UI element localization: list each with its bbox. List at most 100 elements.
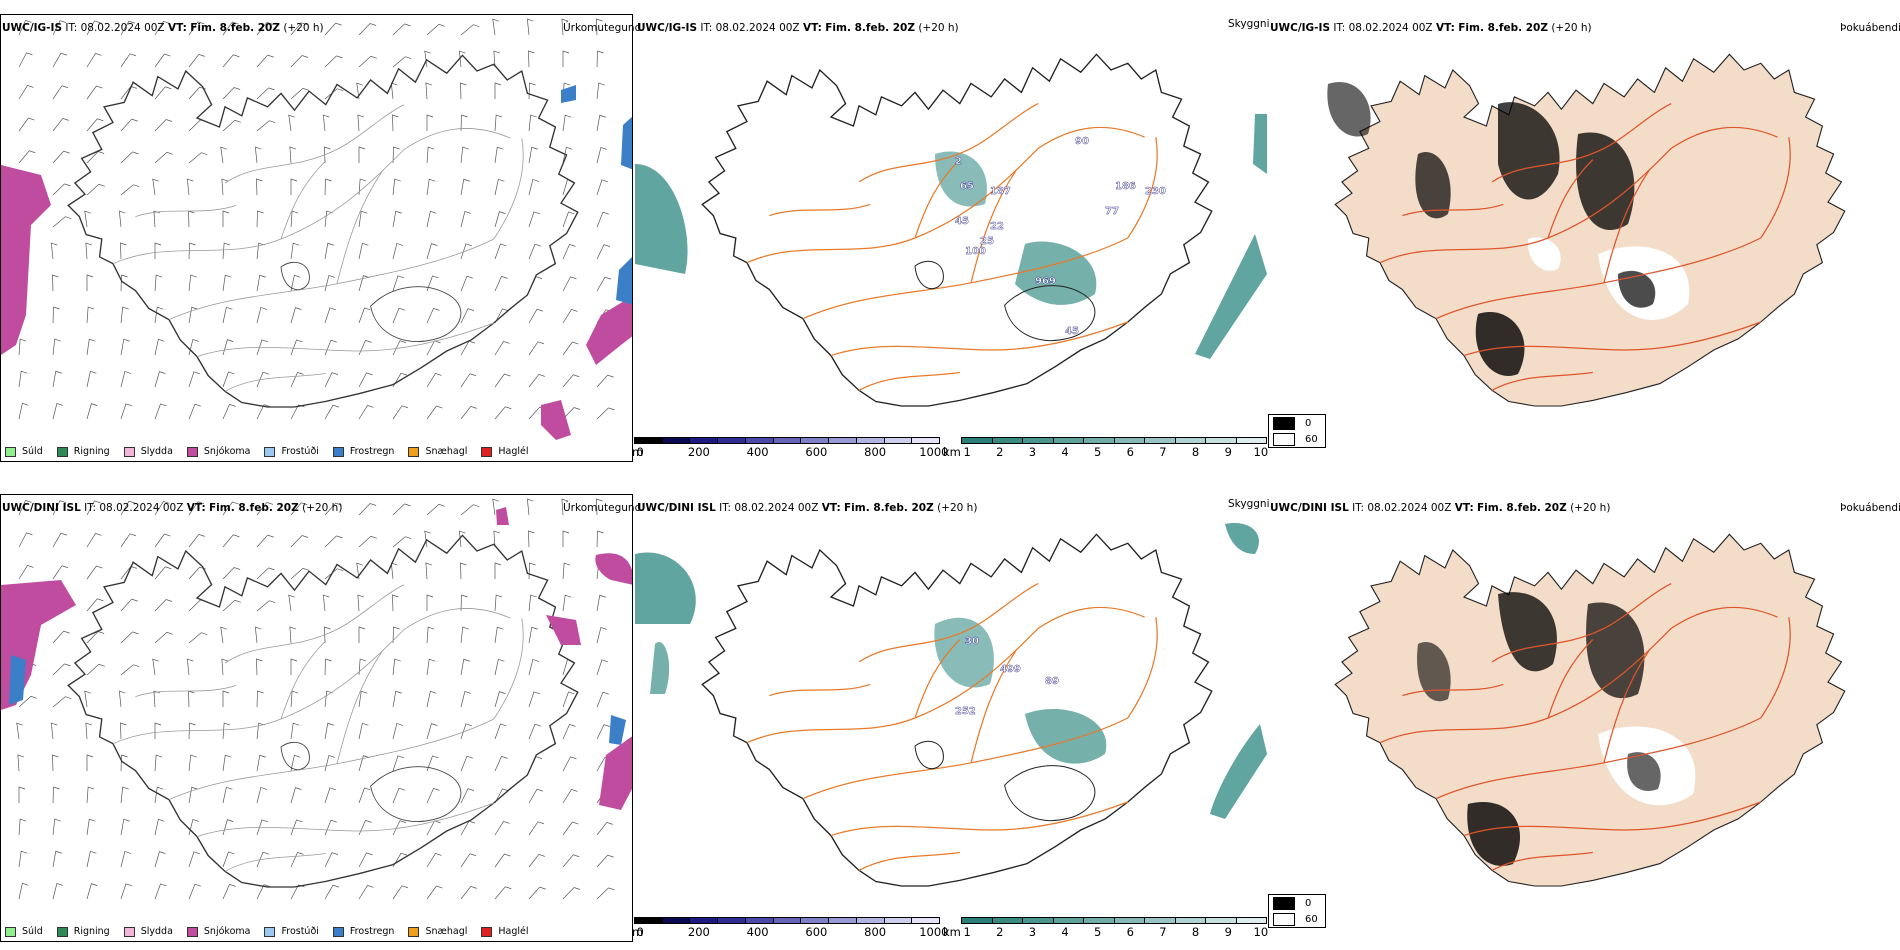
- wind-barb: [562, 341, 579, 356]
- colorbar-tick-label: 5: [1094, 925, 1102, 939]
- wind-barb: [460, 82, 467, 100]
- wind-barb: [86, 151, 105, 164]
- wind-barb: [494, 308, 509, 324]
- fog-clear-area: [1527, 237, 1561, 271]
- wind-barb: [460, 308, 475, 324]
- wind-barb: [154, 501, 170, 516]
- colorbar-segment: [745, 918, 774, 923]
- wind-barb: [18, 565, 34, 580]
- road-line: [802, 237, 1129, 320]
- colorbar-segment: [884, 918, 913, 923]
- wind-barb: [256, 242, 265, 260]
- wind-barb: [256, 600, 276, 612]
- wind-barb: [18, 370, 28, 388]
- wind-barb: [426, 146, 435, 164]
- wind-barb: [426, 307, 440, 324]
- cloud-base-label: 22: [990, 221, 1004, 232]
- road-line: [769, 203, 871, 217]
- wind-barb: [324, 884, 340, 900]
- low-vis-area: [934, 617, 994, 688]
- wind-barb: [562, 50, 570, 67]
- wind-barb: [392, 340, 407, 356]
- fog-map-top: [1327, 53, 1846, 407]
- fog-legend-value: 0: [1305, 417, 1312, 429]
- wind-barb: [596, 407, 615, 420]
- wind-barb: [494, 146, 504, 164]
- wind-barb: [256, 371, 270, 388]
- precip-legend-swatch: [5, 446, 16, 457]
- colorbar-segment: [690, 918, 719, 923]
- wind-barb: [562, 887, 581, 900]
- glacier-outline: [1004, 765, 1096, 822]
- cloud-base-label: 90: [1075, 136, 1089, 147]
- road-line: [970, 650, 1017, 763]
- wind-barb: [222, 754, 232, 772]
- precip-legend-label: Súld: [22, 446, 43, 457]
- wind-barb: [152, 658, 159, 676]
- wind-barb: [52, 403, 63, 420]
- wind-barb: [290, 535, 309, 548]
- precip-legend-swatch: [481, 926, 493, 937]
- wind-barb: [256, 87, 275, 100]
- wind-barb: [460, 691, 471, 708]
- wind-barb: [86, 20, 101, 36]
- wind-barb: [222, 339, 234, 356]
- wind-barb: [52, 338, 61, 356]
- colorbar-tick-label: 7: [1159, 445, 1167, 459]
- cloud-base-ticks: 0 200 400 600 800 1000: [634, 924, 948, 939]
- road-line: [135, 205, 237, 217]
- wind-barb: [86, 818, 96, 836]
- wind-barb: [120, 533, 137, 548]
- road-line: [112, 128, 511, 264]
- wind-barb: [153, 210, 160, 228]
- wind-barb: [392, 503, 411, 516]
- road-line: [1760, 137, 1791, 239]
- wind-barb: [358, 146, 366, 163]
- colorbar-segment: [1084, 918, 1115, 923]
- precip-legend: Súld Rigning Slydda Snjókoma Frostúði Frostre…: [5, 446, 529, 457]
- precip-legend-item: Frostregn: [332, 926, 394, 937]
- wind-barb: [596, 50, 604, 68]
- wind-barb: [562, 691, 575, 708]
- visibility-scale: [961, 917, 1267, 924]
- wind-barb: [188, 152, 208, 164]
- wind-barb: [392, 275, 405, 292]
- cloud-base-label: 25: [980, 236, 994, 247]
- wind-barb: [426, 275, 439, 292]
- wind-barb: [154, 533, 171, 548]
- cloud-base-label: 252: [955, 706, 976, 717]
- wind-barb: [154, 883, 167, 900]
- colorbar-tick-label: 1000: [919, 925, 949, 939]
- wind-barb: [392, 146, 400, 164]
- wind-barb: [562, 594, 572, 612]
- wind-barb: [358, 852, 373, 868]
- low-vis-area: [1225, 523, 1259, 554]
- visibility-ticks: 1 2 3 4 5 6 7 8 9 10: [961, 444, 1268, 459]
- road-line: [914, 159, 961, 239]
- wind-barb: [256, 120, 276, 132]
- wind-barb: [324, 307, 337, 324]
- wind-barb: [528, 82, 536, 100]
- precip-legend-item: Súld: [5, 926, 43, 937]
- iceland-coastline: [701, 53, 1213, 407]
- wind-barb: [256, 178, 263, 196]
- wind-barb: [528, 756, 543, 772]
- wind-barb: [120, 20, 136, 36]
- wind-barb: [154, 306, 164, 324]
- colorbar-segment: [662, 438, 691, 443]
- precip-legend-swatch: [56, 926, 68, 937]
- precip-legend-label: Frostúði: [281, 446, 319, 457]
- wind-barb: [426, 755, 439, 772]
- road-line: [1463, 801, 1762, 837]
- iceland-land: [1334, 533, 1846, 887]
- wind-barb: [256, 658, 263, 676]
- wind-barb: [358, 275, 370, 292]
- wind-barb: [562, 114, 572, 132]
- colorbar-segment: [992, 438, 1023, 443]
- wind-barbs: [16, 18, 615, 420]
- wind-barb: [426, 373, 442, 388]
- road-network: [1379, 103, 1791, 391]
- wind-barb: [290, 787, 302, 804]
- wind-barb: [18, 338, 27, 356]
- colorbar-tick-label: 4: [1061, 925, 1069, 939]
